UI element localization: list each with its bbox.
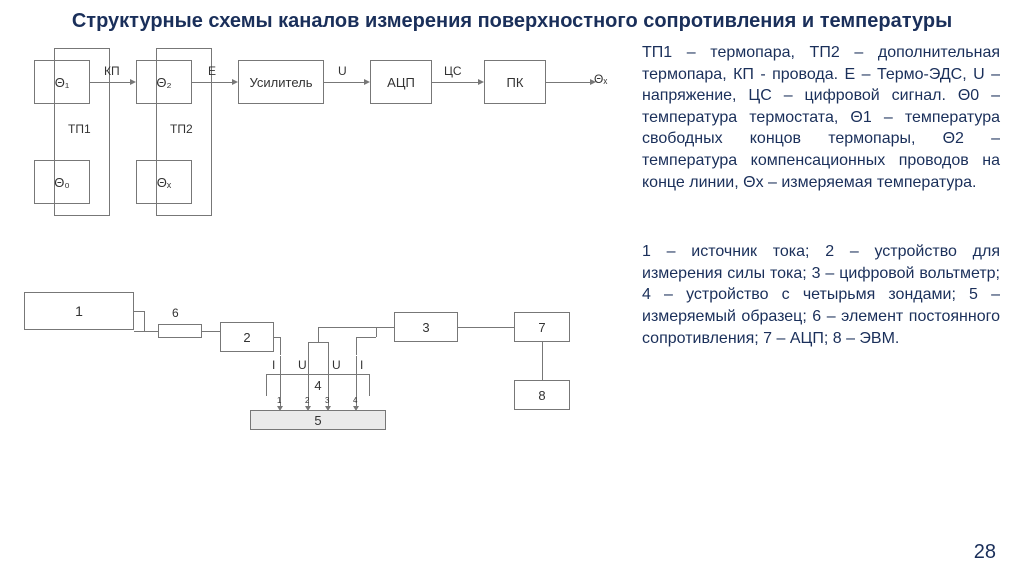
box-1: 1 bbox=[24, 292, 134, 330]
box-8: 8 bbox=[514, 380, 570, 410]
resistor-6 bbox=[158, 324, 202, 338]
w5v2 bbox=[318, 327, 319, 342]
lbl-U1: U bbox=[298, 358, 307, 372]
w4v bbox=[356, 337, 357, 355]
diagram-resistance: 1 6 2 3 7 8 4 5 bbox=[24, 282, 624, 462]
box-3: 3 bbox=[394, 312, 458, 342]
box-2: 2 bbox=[220, 322, 274, 352]
pin1: 1 bbox=[277, 396, 281, 405]
box-4: 4 bbox=[266, 374, 370, 396]
box-pc: ПК bbox=[484, 60, 546, 104]
w5h2 bbox=[318, 327, 376, 328]
pu3 bbox=[328, 342, 329, 356]
w37 bbox=[458, 327, 514, 328]
lbl-u: U bbox=[338, 64, 347, 78]
lbl-thx-out: Θₓ bbox=[594, 72, 607, 86]
lbl-e: E bbox=[208, 64, 216, 78]
diagram-thermo: Θ₁ Θ₂ Усилитель АЦП ПК Θ₀ Θₓ КП E U ЦС Θ… bbox=[24, 42, 624, 222]
w1 bbox=[134, 331, 158, 332]
page-title: Структурные схемы каналов измерения пове… bbox=[0, 0, 1024, 38]
lbl-I1: I bbox=[272, 358, 275, 372]
lbl-kp: КП bbox=[104, 64, 120, 78]
lbl-6: 6 bbox=[172, 306, 179, 320]
wb1v bbox=[144, 311, 145, 331]
lbl-cs: ЦС bbox=[444, 64, 462, 78]
legend-1: ТП1 – термопара, ТП2 – дополнительная те… bbox=[642, 42, 1000, 193]
lbl-I2: I bbox=[360, 358, 363, 372]
w3v bbox=[280, 337, 281, 355]
pin2: 2 bbox=[305, 396, 309, 405]
pin4: 4 bbox=[353, 396, 357, 405]
w5v bbox=[376, 327, 377, 337]
box-7: 7 bbox=[514, 312, 570, 342]
diagrams-column: Θ₁ Θ₂ Усилитель АЦП ПК Θ₀ Θₓ КП E U ЦС Θ… bbox=[24, 42, 624, 462]
legend-2: 1 – источник тока; 2 – устройство для из… bbox=[642, 241, 1000, 349]
page-number: 28 bbox=[974, 541, 996, 564]
lbl-U2: U bbox=[332, 358, 341, 372]
w2 bbox=[202, 331, 220, 332]
conn-t2-amp bbox=[192, 82, 232, 83]
w0a bbox=[134, 311, 144, 312]
box-amp: Усилитель bbox=[238, 60, 324, 104]
legend-column: ТП1 – термопара, ТП2 – дополнительная те… bbox=[642, 42, 1000, 462]
pu-join bbox=[308, 342, 328, 343]
pu2 bbox=[308, 342, 309, 356]
conn-pc-out bbox=[546, 82, 590, 83]
pin3: 3 bbox=[325, 396, 329, 405]
box-5: 5 bbox=[250, 410, 386, 430]
w5h bbox=[376, 327, 394, 328]
conn-adc-pc bbox=[432, 82, 478, 83]
conn-t1-t2 bbox=[90, 82, 130, 83]
box-adc: АЦП bbox=[370, 60, 432, 104]
w78 bbox=[542, 342, 543, 380]
conn-amp-adc bbox=[324, 82, 364, 83]
lbl-tp1: ТП1 bbox=[68, 122, 91, 136]
lbl-tp2: ТП2 bbox=[170, 122, 193, 136]
w4h bbox=[356, 337, 376, 338]
content-row: Θ₁ Θ₂ Усилитель АЦП ПК Θ₀ Θₓ КП E U ЦС Θ… bbox=[0, 38, 1024, 462]
